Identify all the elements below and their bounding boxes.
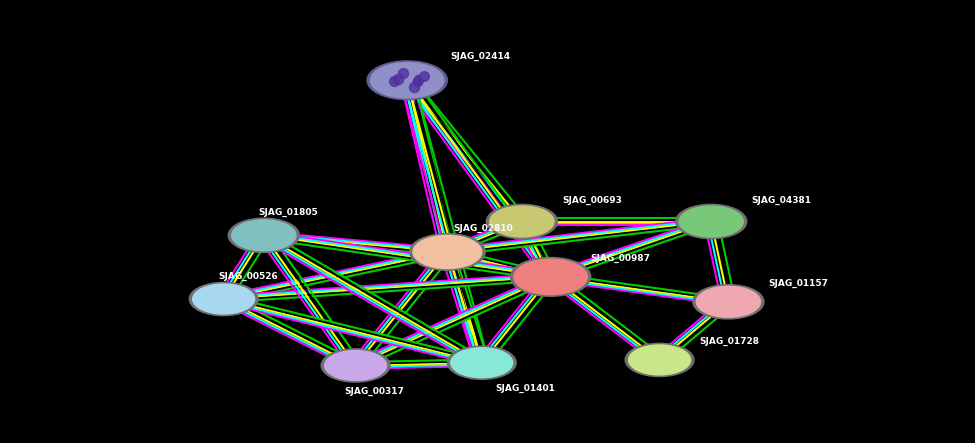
Text: SJAG_01805: SJAG_01805: [258, 208, 318, 217]
Text: SJAG_01728: SJAG_01728: [700, 337, 760, 346]
Text: SJAG_00693: SJAG_00693: [562, 196, 622, 205]
Circle shape: [693, 285, 764, 319]
Point: [387, 78, 403, 85]
Point: [410, 78, 426, 85]
Circle shape: [489, 206, 554, 237]
Text: SJAG_02414: SJAG_02414: [450, 52, 511, 61]
Text: SJAG_04381: SJAG_04381: [752, 196, 811, 205]
Text: SJAG_00317: SJAG_00317: [344, 386, 404, 396]
Circle shape: [450, 348, 513, 377]
Point: [407, 83, 422, 90]
Circle shape: [370, 62, 444, 98]
Point: [409, 78, 424, 85]
Circle shape: [189, 283, 258, 315]
Circle shape: [629, 345, 690, 375]
Text: SJAG_01157: SJAG_01157: [768, 279, 829, 288]
Point: [390, 76, 406, 83]
Circle shape: [367, 61, 448, 100]
Text: SJAG_00987: SJAG_00987: [591, 254, 650, 263]
Circle shape: [413, 235, 482, 268]
Circle shape: [679, 206, 743, 237]
Circle shape: [410, 233, 486, 270]
Text: SJAG_01401: SJAG_01401: [495, 384, 556, 393]
Circle shape: [514, 259, 587, 295]
Circle shape: [448, 346, 516, 379]
Point: [415, 72, 431, 79]
Circle shape: [487, 204, 558, 239]
Circle shape: [321, 349, 390, 382]
Circle shape: [511, 257, 591, 296]
Text: SJAG_00526: SJAG_00526: [218, 272, 278, 281]
Circle shape: [625, 343, 694, 377]
Point: [395, 70, 410, 77]
Circle shape: [228, 218, 299, 253]
Circle shape: [193, 284, 254, 314]
Circle shape: [232, 220, 296, 251]
Text: SJAG_02810: SJAG_02810: [453, 223, 513, 233]
Circle shape: [696, 286, 760, 317]
Point: [410, 74, 426, 82]
Circle shape: [676, 204, 747, 239]
Circle shape: [325, 350, 386, 381]
